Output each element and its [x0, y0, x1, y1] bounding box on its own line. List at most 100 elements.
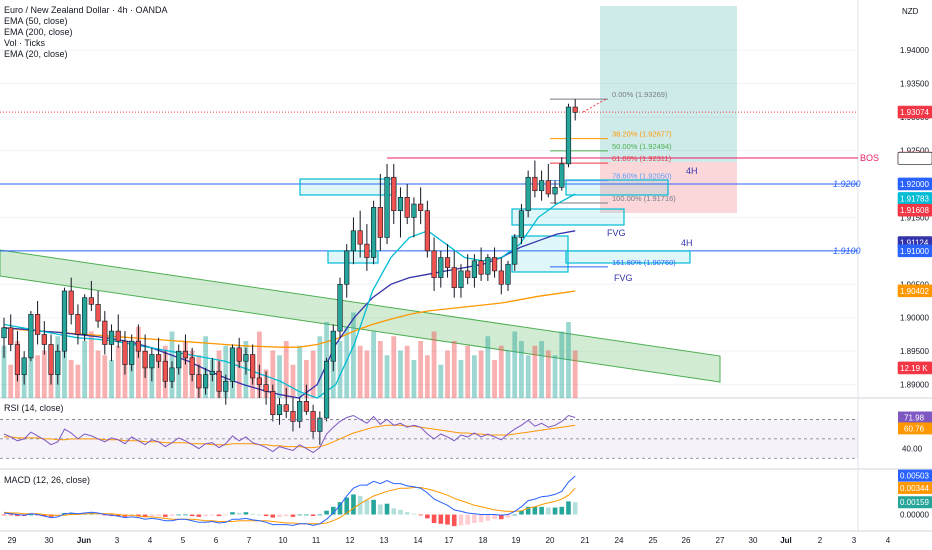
- macd-histogram-bar: [445, 514, 450, 525]
- bos-label: BOS: [860, 153, 879, 163]
- candle-body: [122, 340, 128, 365]
- candle-body: [216, 370, 222, 392]
- price-badge-label: 1.90402: [900, 287, 929, 296]
- volume-bar: [398, 350, 403, 398]
- time-tick-label: 2: [818, 536, 823, 545]
- macd-histogram-bar: [115, 514, 121, 517]
- target-zone: [600, 6, 737, 162]
- macd-histogram-bar: [552, 507, 558, 515]
- macd-badge-label: 0.00503: [900, 472, 929, 481]
- candle-body: [236, 347, 242, 362]
- macd-histogram-bar: [257, 514, 262, 516]
- rsi-label[interactable]: RSI (14, close): [4, 403, 64, 413]
- candle-body: [485, 257, 491, 275]
- candle-body: [431, 250, 437, 278]
- volume-bar: [498, 345, 504, 398]
- macd-signal-line: [3, 487, 576, 525]
- volume-bar: [223, 345, 229, 398]
- macd-histogram-bar: [250, 513, 255, 515]
- price-tick-label: 1.90000: [900, 314, 929, 323]
- volume-bar: [304, 360, 309, 398]
- candle-body: [458, 270, 464, 288]
- indicator-ema50[interactable]: EMA (50, close): [4, 16, 68, 26]
- macd-histogram-bar: [472, 514, 477, 524]
- volume-bar: [8, 364, 14, 398]
- candle-body: [552, 186, 558, 195]
- macd-histogram-bar: [136, 514, 141, 517]
- volume-bar: [465, 345, 471, 398]
- time-tick-label: 10: [279, 536, 288, 545]
- macd-badge-label: 0.00159: [900, 498, 929, 507]
- order-block-4h-upper: [299, 178, 397, 196]
- candle-body: [48, 344, 54, 375]
- volume-bar: [277, 355, 282, 398]
- time-tick-label: 27: [716, 536, 725, 545]
- volume-bar: [68, 360, 74, 398]
- macd-histogram-bar: [1, 514, 7, 516]
- indicator-ema200[interactable]: EMA (200, close): [4, 27, 73, 37]
- macd-histogram-bar: [519, 510, 524, 515]
- volume-bar: [424, 355, 430, 398]
- volume-bar: [519, 341, 524, 398]
- volume-bar: [364, 350, 370, 398]
- macd-histogram-bar: [425, 514, 430, 519]
- time-tick-label: 30: [45, 536, 54, 545]
- macd-label[interactable]: MACD (12, 26, close): [4, 475, 91, 485]
- time-tick-label: 13: [380, 536, 389, 545]
- candle-body: [471, 260, 478, 278]
- macd-histogram-bar: [559, 506, 565, 515]
- candle-body: [182, 350, 189, 359]
- volume-bar: [82, 341, 88, 398]
- macd-histogram-bar: [398, 509, 403, 515]
- time-tick-label: 12: [346, 536, 355, 545]
- candle-body: [404, 197, 410, 218]
- macd-histogram-bar: [539, 506, 544, 515]
- volume-bar: [122, 364, 128, 398]
- volume-bar: [102, 355, 108, 398]
- volume-bar: [62, 345, 67, 398]
- fib-label: 161.80% (1.90760): [612, 258, 676, 267]
- candle-body: [538, 180, 545, 191]
- candle-body: [565, 106, 572, 165]
- order-block-right: [565, 179, 669, 196]
- price-tick-label: 1.93500: [900, 80, 929, 89]
- macd-badge: [898, 496, 932, 509]
- time-tick-label: 3: [115, 536, 120, 545]
- macd-histogram-bar: [478, 514, 484, 523]
- rsi-tick-label: 40.00: [902, 445, 923, 454]
- volume-bar: [115, 345, 121, 398]
- candle-body: [364, 243, 370, 258]
- fib-label: 0.00% (1.93269): [612, 90, 668, 99]
- candle-body: [142, 350, 148, 369]
- price-badge: [897, 284, 932, 298]
- candle-body: [82, 297, 88, 335]
- indicator-ema20[interactable]: EMA (20, close): [4, 49, 68, 59]
- volume-bar: [75, 364, 81, 398]
- macd-histogram-bar: [304, 514, 309, 516]
- h4-label: 4H: [686, 166, 698, 176]
- currency-label: NZD: [902, 7, 919, 16]
- macd-histogram-bar: [546, 507, 551, 515]
- volume-bar: [559, 331, 565, 398]
- macd-histogram-bar: [458, 514, 464, 526]
- candle-body: [102, 320, 108, 345]
- candle-body: [55, 350, 61, 375]
- indicator-volume[interactable]: Vol · Ticks: [4, 38, 46, 48]
- time-tick-label: Jul: [780, 536, 792, 545]
- candle-body: [498, 270, 504, 285]
- price-badge-label: 1.91783: [900, 194, 929, 203]
- price-badge: [897, 203, 932, 217]
- macd-histogram-bar: [15, 514, 20, 517]
- fib-label: 38.20% (1.92677): [612, 130, 672, 139]
- volume-bar: [88, 331, 94, 398]
- macd-histogram-bar: [310, 514, 316, 517]
- candle-body: [108, 330, 115, 345]
- volume-bar: [472, 355, 477, 398]
- volume-bar: [485, 336, 491, 398]
- volume-bar: [41, 350, 47, 398]
- candle-body: [169, 367, 175, 382]
- macd-histogram-bar: [317, 514, 323, 516]
- macd-histogram-bar: [196, 514, 202, 517]
- macd-histogram-bar: [572, 502, 578, 515]
